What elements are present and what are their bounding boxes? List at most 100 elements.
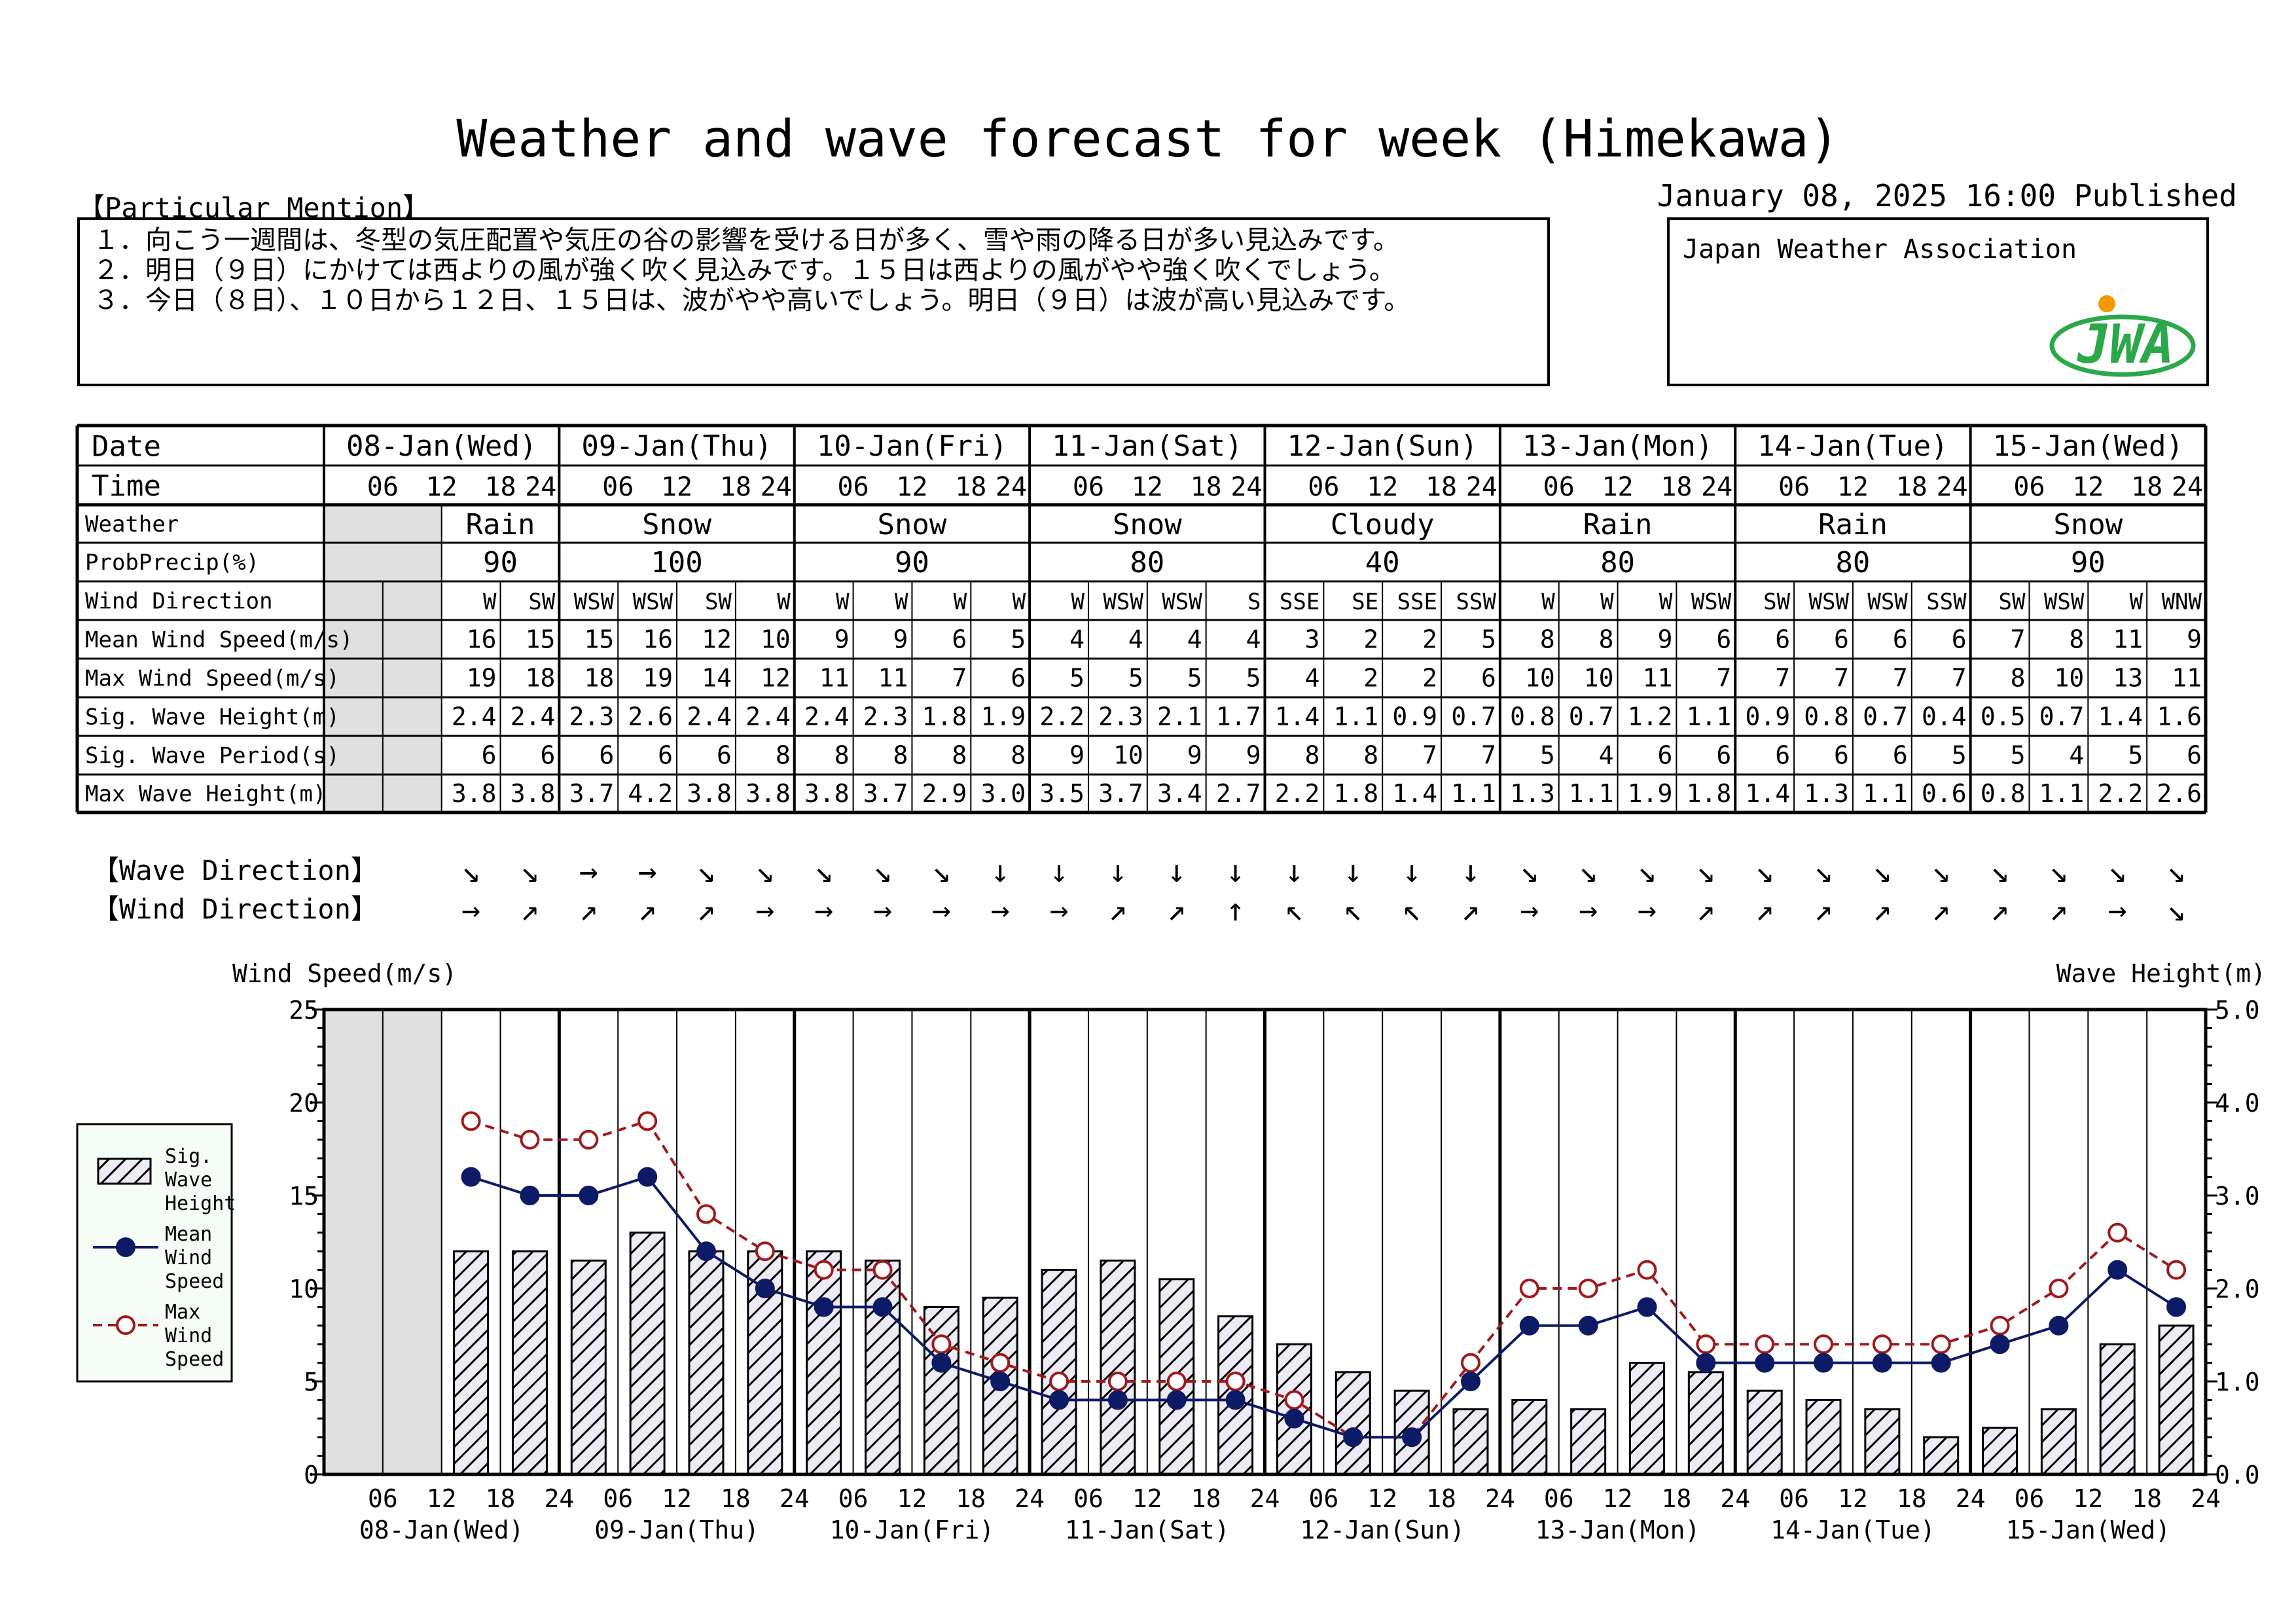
wind-arrow: ↑	[1226, 892, 1245, 928]
wind-arrow: ↖	[1285, 892, 1304, 928]
legend-text: Wind	[165, 1247, 212, 1269]
cell-max-wave: 3.4	[1157, 779, 1202, 808]
legend-text: Speed	[165, 1270, 224, 1293]
cell-wind-direction: W	[1013, 589, 1026, 615]
cell-mean-wind: 5	[1011, 625, 1026, 654]
y-left-label: Wind Speed(m/s)	[232, 959, 457, 988]
cell-max-wind: 7	[1952, 664, 1967, 693]
cell-max-wind: 12	[761, 664, 791, 693]
wave-arrow: ↘	[1931, 853, 1950, 890]
bar-sig-wave-height	[570, 1259, 607, 1476]
point-max-wind-speed	[1519, 1279, 1539, 1298]
point-mean-wind-speed	[1284, 1408, 1304, 1429]
point-max-wind-speed	[1166, 1372, 1187, 1391]
cell-max-wind: 2	[1363, 664, 1378, 693]
wind-arrow: →	[2108, 892, 2127, 928]
cell-max-wave: 2.6	[2157, 779, 2202, 808]
cell-sig-wave: 0.9	[1745, 702, 1790, 731]
cell-wind-direction: SW	[528, 589, 555, 615]
wave-arrow: ↓	[1403, 853, 1422, 890]
cell-max-wind: 5	[1069, 664, 1085, 693]
prob-cell: 100	[651, 546, 702, 579]
cell-wind-direction: SSE	[1280, 589, 1319, 615]
cell-max-wave: 1.1	[1863, 779, 1908, 808]
cell-max-wind: 7	[1834, 664, 1849, 693]
cell-max-wind: 6	[1481, 664, 1496, 693]
cell-sig-wave: 1.8	[922, 702, 967, 731]
x-tick-label: 24	[2191, 1484, 2221, 1513]
cell-max-wave: 0.8	[1981, 779, 2026, 808]
cell-sig-period: 6	[1834, 741, 1849, 770]
x-date-label: 09-Jan(Thu)	[594, 1516, 759, 1544]
cell-max-wave: 3.7	[863, 779, 908, 808]
legend-text: Mean	[165, 1223, 212, 1246]
cell-sig-wave: 0.5	[1981, 702, 2026, 731]
y-right-tick-label: 1.0	[2215, 1368, 2260, 1396]
bar-sig-wave-height	[1511, 1398, 1548, 1476]
point-max-wind-speed	[1814, 1334, 1834, 1355]
wave-arrow: ↘	[1520, 853, 1539, 890]
row-label-wind-dir: Wind Direction	[85, 589, 273, 615]
cell-sig-wave: 1.9	[980, 702, 1026, 731]
x-tick-label: 24	[1250, 1484, 1280, 1513]
cell-sig-wave: 2.3	[1098, 702, 1143, 731]
cell-sig-wave: 0.7	[1569, 702, 1614, 731]
cell-sig-period: 5	[1952, 741, 1967, 770]
y-right-tick-label: 2.0	[2215, 1275, 2260, 1304]
cell-sig-period: 6	[540, 741, 555, 770]
legend-text: Wind	[165, 1324, 212, 1347]
time-tick: 24	[1466, 472, 1498, 502]
point-mean-wind-speed	[2166, 1297, 2187, 1317]
jwa-logo: JWA	[2049, 295, 2196, 377]
wave-arrow: ↘	[461, 853, 480, 890]
x-tick-label: 06	[1073, 1484, 1103, 1513]
cell-sig-wave: 2.6	[628, 702, 673, 731]
wind-direction-label: 【Wind Direction】	[92, 893, 378, 925]
time-tick: 06	[367, 472, 399, 502]
time-tick: 12	[896, 472, 927, 502]
point-mean-wind-speed	[2049, 1315, 2069, 1336]
association-name: Japan Weather Association	[1683, 234, 2077, 264]
legend-text: Sig.	[165, 1145, 212, 1168]
x-tick-label: 06	[368, 1484, 398, 1513]
cell-sig-wave: 0.7	[2039, 702, 2085, 731]
time-tick: 24	[761, 472, 792, 502]
bar-sig-wave-height	[2158, 1324, 2195, 1476]
x-tick-label: 24	[1014, 1484, 1045, 1513]
cell-sig-period: 4	[1599, 741, 1614, 770]
wave-arrow: ↓	[1167, 853, 1186, 890]
point-max-wind-speed	[637, 1111, 658, 1131]
x-tick-label: 06	[1544, 1484, 1574, 1513]
date-cell: 13-Jan(Mon)	[1522, 429, 1713, 463]
cell-sig-wave: 0.7	[1863, 702, 1908, 731]
cell-sig-period: 6	[2187, 741, 2202, 770]
cell-mean-wind: 4	[1246, 625, 1261, 654]
wave-arrow: ↘	[1755, 853, 1774, 890]
point-mean-wind-speed	[1049, 1390, 1069, 1410]
x-tick-label: 18	[721, 1484, 751, 1513]
cell-wind-direction: WSW	[633, 589, 673, 615]
cell-max-wind: 14	[702, 664, 732, 693]
point-mean-wind-speed	[1225, 1390, 1246, 1410]
point-mean-wind-speed	[1460, 1372, 1480, 1391]
x-tick-label: 24	[780, 1484, 810, 1513]
cell-mean-wind: 6	[1893, 625, 1908, 654]
cell-sig-period: 8	[1011, 741, 1026, 770]
cell-wind-direction: W	[2130, 589, 2144, 615]
cell-sig-wave: 1.4	[2098, 702, 2144, 731]
point-max-wind-speed	[520, 1129, 540, 1150]
cell-max-wind: 5	[1128, 664, 1143, 693]
bar-sig-wave-height	[1100, 1259, 1136, 1476]
row-label-date: Date	[92, 430, 161, 464]
cell-mean-wind: 2	[1422, 625, 1437, 654]
wind-arrow: ↖	[1344, 892, 1363, 928]
cell-max-wave: 1.4	[1392, 779, 1437, 808]
cell-max-wave: 1.1	[1451, 779, 1496, 808]
y-right-tick-label: 3.0	[2215, 1182, 2260, 1211]
cell-max-wind: 8	[2011, 664, 2026, 693]
bar-sig-wave-height	[688, 1250, 725, 1476]
cell-max-wind: 19	[643, 664, 673, 693]
time-tick: 12	[1602, 472, 1633, 502]
weather-cell: Snow	[642, 508, 711, 541]
x-tick-label: 12	[897, 1484, 927, 1513]
